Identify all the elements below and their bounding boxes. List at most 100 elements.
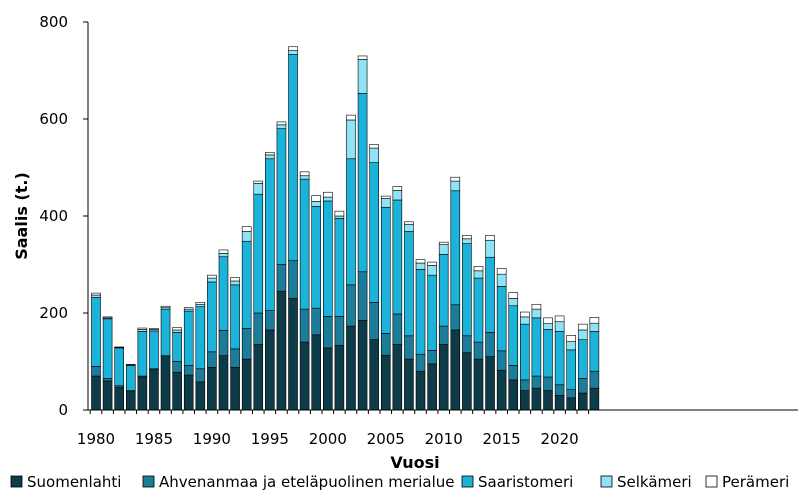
bar-2016-series-4 [508, 292, 519, 299]
bar-2003-series-3 [357, 59, 368, 94]
bar-2009-series-3 [427, 265, 437, 276]
bar-2018-series-2 [531, 317, 542, 377]
bar-1998-series-0 [299, 341, 310, 411]
bar-2021-series-3 [566, 341, 576, 351]
bar-2013-series-4 [473, 266, 484, 272]
bar-2008-series-3 [415, 262, 426, 270]
y-tick-label-400: 400 [39, 207, 68, 225]
bar-1981-series-2 [102, 318, 113, 379]
bar-1991-series-2 [218, 256, 229, 331]
bar-2012-series-1 [462, 335, 472, 354]
bar-2010-series-4 [438, 241, 449, 245]
bar-1991-series-0 [218, 355, 229, 411]
bar-2007-series-1 [404, 335, 414, 360]
bar-2017-series-4 [520, 311, 530, 318]
bar-2019-series-4 [543, 317, 553, 324]
bar-2014-series-4 [485, 235, 495, 241]
bar-2020-series-2 [554, 331, 565, 386]
bar-2007-series-3 [404, 223, 414, 232]
bar-1983-series-2 [125, 365, 136, 391]
bar-2018-series-4 [531, 303, 542, 310]
bar-2020-series-4 [554, 315, 565, 323]
bar-1992-series-0 [230, 367, 240, 411]
bar-1987-series-2 [172, 332, 182, 362]
bar-2006-series-3 [392, 189, 403, 201]
bar-2011-series-4 [450, 176, 461, 182]
bar-2022-series-1 [577, 378, 588, 394]
bar-2017-series-1 [520, 379, 530, 391]
legend-swatch-1 [142, 475, 155, 488]
bar-2007-series-4 [404, 221, 414, 225]
bar-2009-series-1 [427, 350, 437, 365]
bar-2017-series-2 [520, 323, 530, 381]
bar-2019-series-1 [543, 376, 553, 391]
bar-1996-series-0 [276, 290, 287, 411]
bar-2004-series-2 [369, 162, 379, 303]
bar-1999-series-1 [311, 307, 322, 336]
bar-1982-series-2 [114, 347, 124, 387]
bar-2000-series-0 [322, 347, 333, 411]
bar-2003-series-1 [357, 271, 368, 321]
bar-1995-series-1 [265, 310, 275, 331]
legend-swatch-2 [461, 475, 474, 488]
bar-1984-series-4 [137, 327, 148, 330]
bar-1980-series-2 [91, 297, 101, 367]
legend-label-2: Saaristomeri [478, 473, 573, 491]
bar-1987-series-4 [172, 327, 182, 331]
bar-1994-series-3 [253, 183, 264, 195]
bar-1999-series-3 [311, 201, 322, 207]
bar-1990-series-4 [207, 274, 217, 279]
legend-label-3: Selkämeri [617, 473, 692, 491]
bar-2001-series-0 [334, 345, 345, 411]
bar-1985-series-2 [149, 330, 159, 370]
bar-1984-series-2 [137, 331, 148, 377]
bar-2019-series-2 [543, 329, 553, 378]
bar-2016-series-2 [508, 305, 519, 366]
bar-1983-series-0 [125, 391, 136, 411]
bar-2020-series-3 [554, 321, 565, 332]
bar-2023-series-3 [589, 322, 600, 332]
bar-1987-series-3 [172, 329, 182, 333]
bar-1995-series-0 [265, 329, 275, 411]
bar-2004-series-1 [369, 302, 379, 340]
bar-2015-series-2 [496, 286, 507, 352]
bar-1981-series-0 [102, 380, 113, 411]
bar-2021-series-0 [566, 397, 576, 411]
bar-2017-series-0 [520, 390, 530, 411]
bar-2020-series-1 [554, 384, 565, 396]
bar-2006-series-4 [392, 186, 403, 191]
bar-2012-series-3 [462, 238, 472, 244]
bar-2005-series-0 [380, 354, 391, 411]
bar-1997-series-2 [288, 54, 298, 261]
bar-2019-series-3 [543, 323, 553, 330]
x-tick-label-1990: 1990 [193, 430, 231, 448]
bar-2023-series-1 [589, 370, 600, 389]
bar-2019-series-0 [543, 390, 553, 411]
bar-2013-series-0 [473, 358, 484, 411]
bar-2018-series-1 [531, 375, 542, 389]
x-axis-title: Vuosi [390, 453, 439, 472]
x-tick-label-2020: 2020 [541, 430, 579, 448]
bar-1988-series-2 [183, 310, 194, 366]
bar-1999-series-0 [311, 334, 322, 411]
x-tick-label-2000: 2000 [309, 430, 347, 448]
bar-1980-series-3 [91, 294, 101, 298]
bar-2011-series-0 [450, 329, 461, 411]
bar-1984-series-0 [137, 376, 148, 411]
bar-2015-series-1 [496, 350, 507, 371]
bar-2005-series-2 [380, 206, 391, 334]
bar-1985-series-4 [149, 328, 159, 330]
bar-2001-series-2 [334, 218, 345, 317]
bar-2008-series-0 [415, 370, 426, 411]
bar-1985-series-0 [149, 369, 159, 411]
bar-2004-series-4 [369, 144, 379, 149]
bar-1987-series-1 [172, 361, 182, 373]
y-tick-label-0: 0 [58, 401, 68, 419]
bar-1986-series-4 [160, 305, 171, 308]
bar-1982-series-0 [114, 386, 124, 411]
bar-2022-series-0 [577, 392, 588, 411]
bar-1989-series-2 [195, 306, 206, 370]
bar-1994-series-2 [253, 193, 264, 314]
bar-2007-series-2 [404, 231, 414, 337]
bar-2014-series-1 [485, 332, 495, 357]
